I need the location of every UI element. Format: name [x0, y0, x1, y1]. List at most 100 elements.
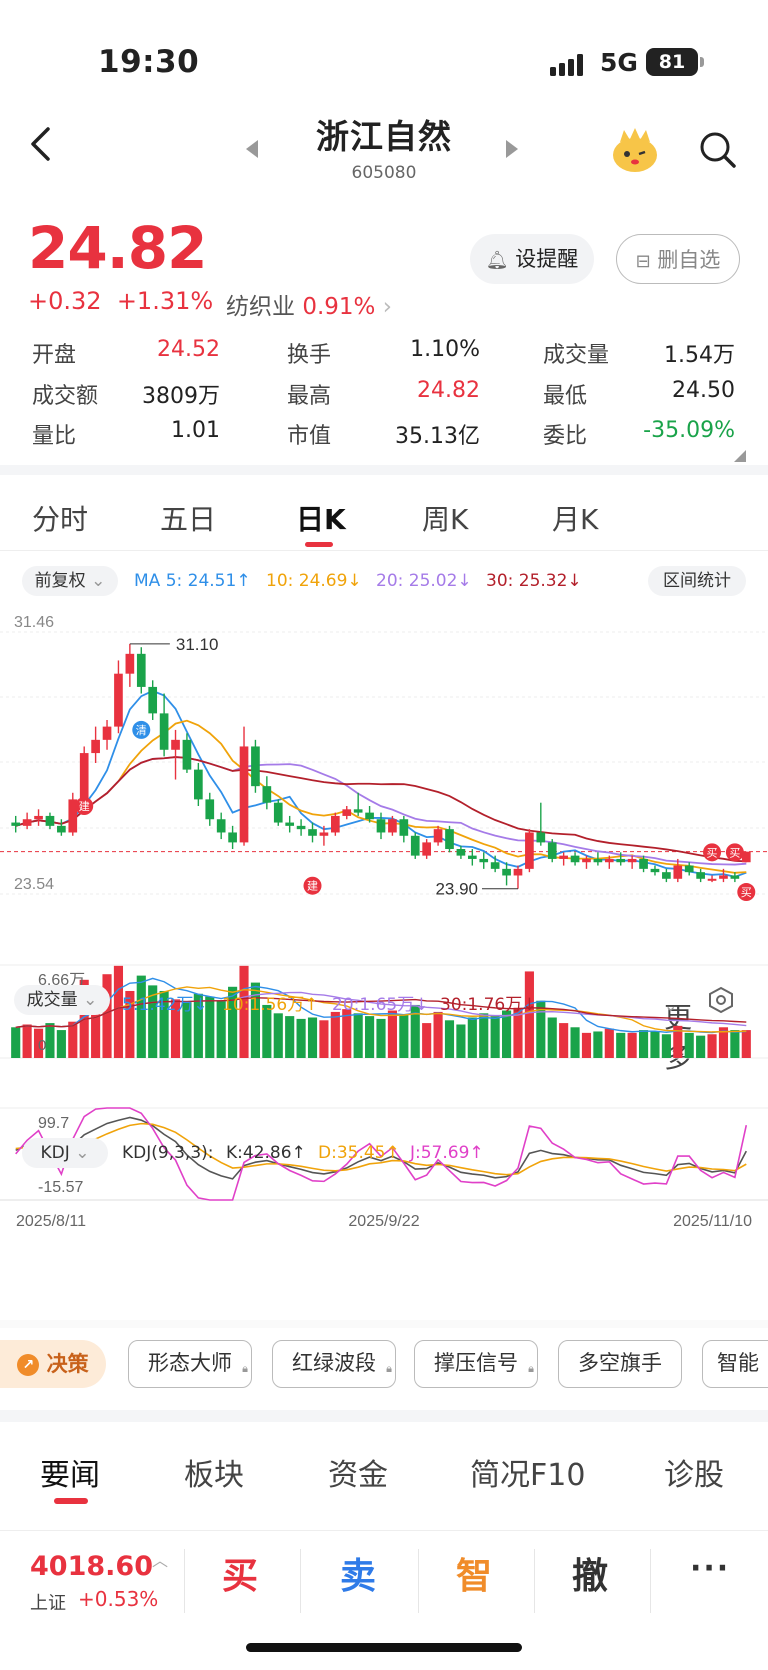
tab-weekly-k[interactable]: 周K: [422, 503, 469, 536]
kdj-select[interactable]: KDJ ⌄: [22, 1138, 108, 1168]
chevron-up-icon[interactable]: ︿: [152, 1551, 169, 1570]
candle-body: [639, 858, 648, 869]
collapse-corner-icon[interactable]: [734, 450, 746, 462]
kdj-params: KDJ(9,3,3):: [122, 1143, 214, 1163]
volume-bar: [216, 1000, 226, 1058]
buy-button[interactable]: 买: [222, 1556, 259, 1597]
stat-label: 成交量: [543, 343, 610, 368]
cancel-order-button[interactable]: 撤: [572, 1556, 609, 1597]
candle-body: [182, 739, 192, 770]
more-menu-button[interactable]: ···: [690, 1551, 731, 1586]
candle-body: [365, 812, 374, 820]
candle-body: [547, 842, 557, 859]
candle-body: [662, 872, 671, 879]
index-value[interactable]: 4018.60: [30, 1551, 153, 1582]
adjust-label: 前复权: [34, 571, 86, 591]
candle-body: [502, 868, 511, 876]
vol-ma5-line: [15, 977, 747, 1034]
candle-body: [684, 865, 694, 873]
smart-button[interactable]: 智: [456, 1556, 493, 1597]
tool-support-resistance[interactable]: 撑压信号 🔒︎: [414, 1340, 538, 1388]
volume-bar: [159, 990, 169, 1058]
tab-diagnosis[interactable]: 诊股: [664, 1458, 724, 1493]
volume-bar: [490, 1016, 500, 1058]
tool-bull-bear-flag[interactable]: 多空旗手: [558, 1340, 682, 1388]
candle-body: [91, 739, 100, 754]
mark-qing-bg: [132, 720, 151, 739]
candle-body: [68, 799, 78, 833]
volume-bar: [502, 1010, 512, 1058]
tab-news[interactable]: 要闻: [40, 1458, 100, 1493]
ma30-line: [15, 756, 747, 863]
candle-body: [479, 858, 489, 863]
minus-box-icon: ⊟: [635, 251, 651, 272]
tab-funds[interactable]: 资金: [328, 1458, 388, 1493]
tab-monthly-k[interactable]: 月K: [552, 503, 599, 536]
tab-daily-k[interactable]: 日K: [296, 503, 346, 536]
candle-body: [376, 819, 386, 833]
volume-bar: [513, 1007, 523, 1058]
tool-pattern-master[interactable]: 形态大师 🔒︎: [128, 1340, 252, 1388]
volume-bar: [68, 1021, 78, 1058]
volume-bar: [581, 1032, 592, 1058]
section-divider: [0, 465, 768, 475]
candle-body: [251, 746, 260, 787]
battery-icon: 81: [646, 48, 704, 76]
status-bar: 19:30 5G 81: [0, 40, 768, 90]
mark-jian-2: 建: [307, 879, 318, 893]
candle-body: [673, 865, 683, 879]
set-alert-label: 设提醒: [515, 247, 579, 271]
candle-body: [331, 815, 340, 833]
prev-stock-icon[interactable]: [246, 140, 260, 158]
settings-hex-icon[interactable]: [708, 986, 734, 1014]
volume-bar: [170, 999, 181, 1058]
candle-body: [490, 862, 500, 869]
candle-body: [570, 855, 580, 863]
next-stock-icon[interactable]: [506, 140, 520, 158]
kdj-k-line: [15, 1116, 748, 1180]
candle-body: [194, 769, 203, 800]
network-label: 5G: [600, 48, 638, 77]
tab-five-day[interactable]: 五日: [160, 503, 217, 536]
search-icon[interactable]: [698, 130, 738, 170]
tab-f10[interactable]: 简况F10: [470, 1458, 586, 1493]
volume-bar: [11, 1027, 21, 1058]
candle-body: [45, 815, 55, 826]
set-alert-button[interactable]: 🔔︎ 设提醒: [470, 234, 594, 284]
volume-bar: [319, 1020, 329, 1058]
spacer: [0, 1320, 768, 1328]
vol-axis-zero: 0: [38, 1037, 46, 1054]
volume-bar: [148, 985, 158, 1058]
mark-buy-bg: [725, 843, 744, 862]
industry-pct: 0.91%: [302, 294, 376, 320]
chevron-down-icon: ⌄: [664, 996, 678, 1015]
volume-select[interactable]: 成交量 ⌄: [14, 985, 110, 1015]
remove-watchlist-button[interactable]: ⊟ 删自选: [616, 234, 740, 284]
adjust-select[interactable]: 前复权 ⌄: [22, 566, 118, 596]
candle-body: [102, 726, 112, 740]
tool-smart[interactable]: 智能: [702, 1340, 768, 1388]
back-icon[interactable]: [28, 126, 54, 162]
volume-bar: [330, 1011, 340, 1058]
sell-button[interactable]: 卖: [340, 1556, 377, 1597]
volume-bar: [376, 1018, 386, 1058]
ma10-legend: 10: 24.69↓: [266, 571, 362, 591]
volume-bar: [707, 1034, 717, 1058]
date-end: 2025/11/10: [673, 1213, 752, 1230]
section-divider: [0, 1410, 768, 1422]
stat-label: 量比: [32, 424, 77, 449]
industry-link[interactable]: 纺织业 0.91% ›: [226, 287, 392, 321]
vol-axis-max: 6.66万: [38, 972, 85, 989]
range-stats-button[interactable]: 区间统计: [648, 566, 746, 596]
tool-red-green-band[interactable]: 红绿波段 🔒︎: [272, 1340, 396, 1388]
candle-body: [216, 819, 226, 833]
tab-sector[interactable]: 板块: [184, 1458, 244, 1493]
tab-intraday[interactable]: 分时: [32, 503, 89, 536]
candle-body: [650, 868, 660, 873]
mascot-icon[interactable]: [610, 128, 660, 174]
decision-button[interactable]: ↗ 决策: [0, 1340, 106, 1388]
mark-jian-2-bg: [303, 876, 322, 895]
volume-bar: [547, 1017, 557, 1058]
